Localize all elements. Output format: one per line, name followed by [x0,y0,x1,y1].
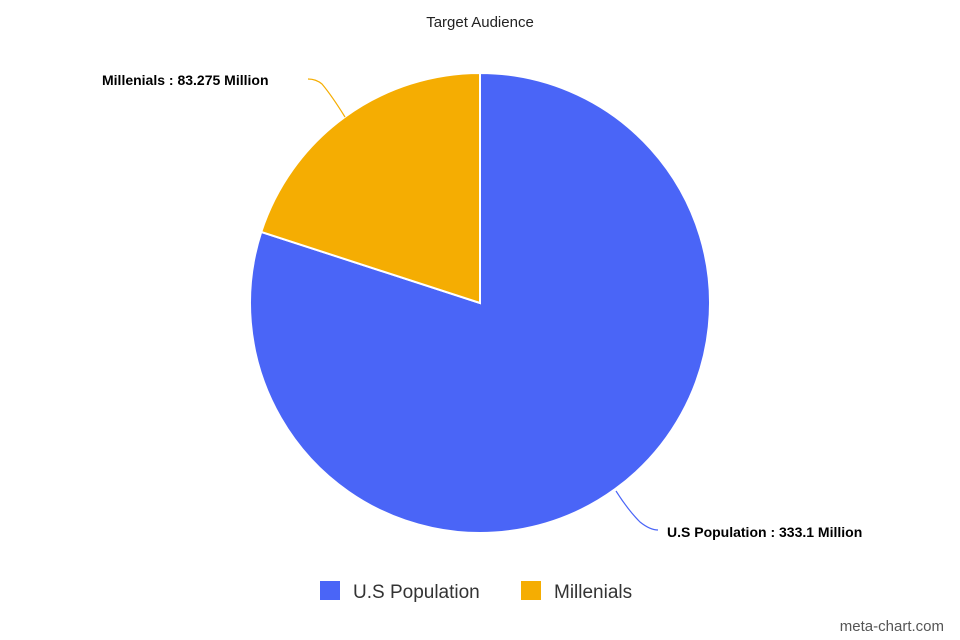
watermark[interactable]: meta-chart.com [840,618,944,635]
legend-swatch-millenials [521,581,541,600]
legend-label-us-population: U.S Population [353,582,480,603]
legend-item-millenials[interactable]: Millenials [521,581,632,603]
legend-swatch-us-population [320,581,340,600]
leader-line-millenials [307,78,346,118]
label-us-population: U.S Population : 333.1 Million [667,524,862,540]
pie-slice-u-s-population[interactable] [249,71,711,534]
legend-label-millenials: Millenials [554,582,632,603]
leader-line-us-population [615,490,659,531]
legend-item-us-population[interactable]: U.S Population [320,581,480,603]
data-label-us-population: U.S Population : 333.1 Million [615,490,862,540]
legend: U.S Population Millenials [320,581,632,603]
chart-title: Target Audience [426,14,534,31]
label-millenials: Millenials : 83.275 Million [102,72,269,88]
data-label-millenials: Millenials : 83.275 Million [102,72,346,118]
pie-slices [249,71,711,534]
